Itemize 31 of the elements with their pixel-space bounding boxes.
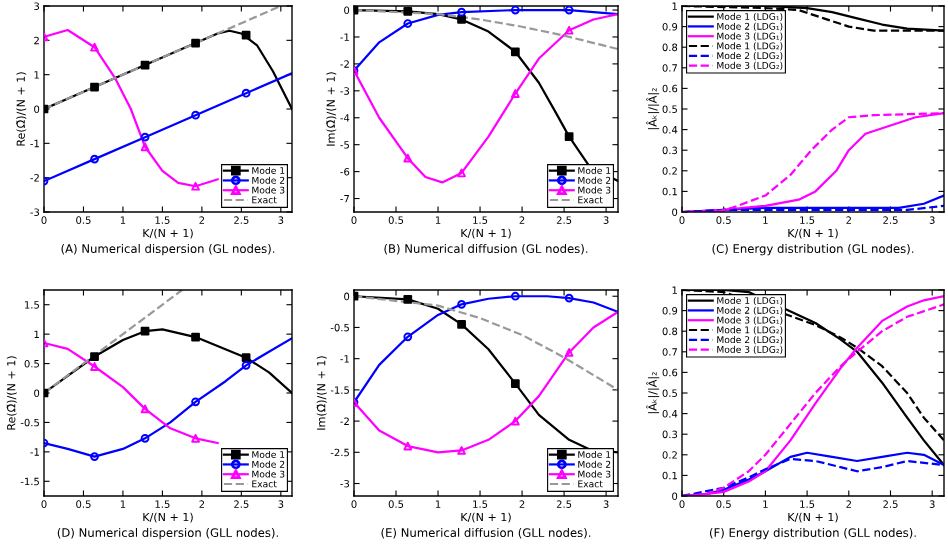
point [403,294,413,304]
point [140,142,150,152]
point [510,416,520,426]
point [191,332,200,342]
point [510,379,520,389]
point [457,319,466,329]
point [457,15,466,24]
point [241,353,251,363]
line-series [44,28,219,188]
point [90,352,99,361]
point [510,89,520,98]
point [403,7,413,16]
point [90,362,99,371]
point [191,38,200,48]
line-series [44,341,219,445]
point [564,348,574,357]
point [564,25,574,35]
line-series [44,337,292,458]
point [90,42,99,52]
point [191,433,200,443]
point [403,153,413,163]
point [191,181,200,191]
point [457,446,466,455]
point [510,47,520,57]
point [140,326,150,336]
point [457,168,466,178]
point [90,82,99,92]
point [140,404,150,414]
point [403,441,413,451]
point [241,30,251,40]
point [564,132,574,141]
